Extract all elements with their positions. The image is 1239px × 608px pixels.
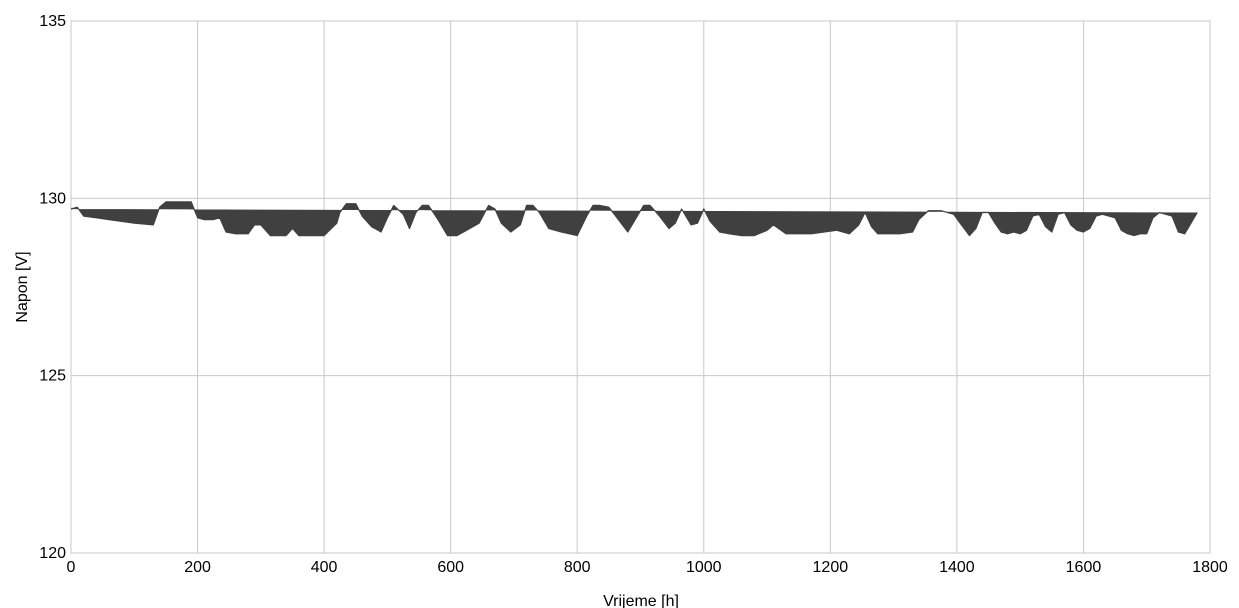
x-tick-label: 1000 bbox=[686, 559, 722, 576]
x-tick-label: 1600 bbox=[1066, 559, 1102, 576]
x-axis-title: Vrijeme [h] bbox=[603, 593, 679, 608]
plot-area bbox=[70, 20, 1211, 554]
x-tick-label: 200 bbox=[184, 559, 211, 576]
x-tick-label: 400 bbox=[311, 559, 338, 576]
x-tick-label: 600 bbox=[437, 559, 464, 576]
grid-lines bbox=[70, 20, 1211, 554]
y-axis-title: Napon [V] bbox=[14, 251, 31, 322]
x-tick-label: 1400 bbox=[939, 559, 975, 576]
y-tick-label: 130 bbox=[39, 190, 66, 207]
x-tick-label: 800 bbox=[564, 559, 591, 576]
x-tick-label: 1800 bbox=[1192, 559, 1228, 576]
tick-labels: 0 200 400 600 800 1000 1200 1400 1600 1800 120 125 1… bbox=[39, 13, 1228, 576]
y-tick-label: 135 bbox=[39, 13, 66, 30]
voltage-band-area bbox=[70, 201, 1198, 237]
y-tick-label: 120 bbox=[39, 545, 66, 562]
x-tick-label: 1200 bbox=[813, 559, 849, 576]
x-tick-label: 0 bbox=[67, 559, 76, 576]
data-area bbox=[70, 201, 1198, 237]
y-tick-label: 125 bbox=[39, 368, 66, 385]
